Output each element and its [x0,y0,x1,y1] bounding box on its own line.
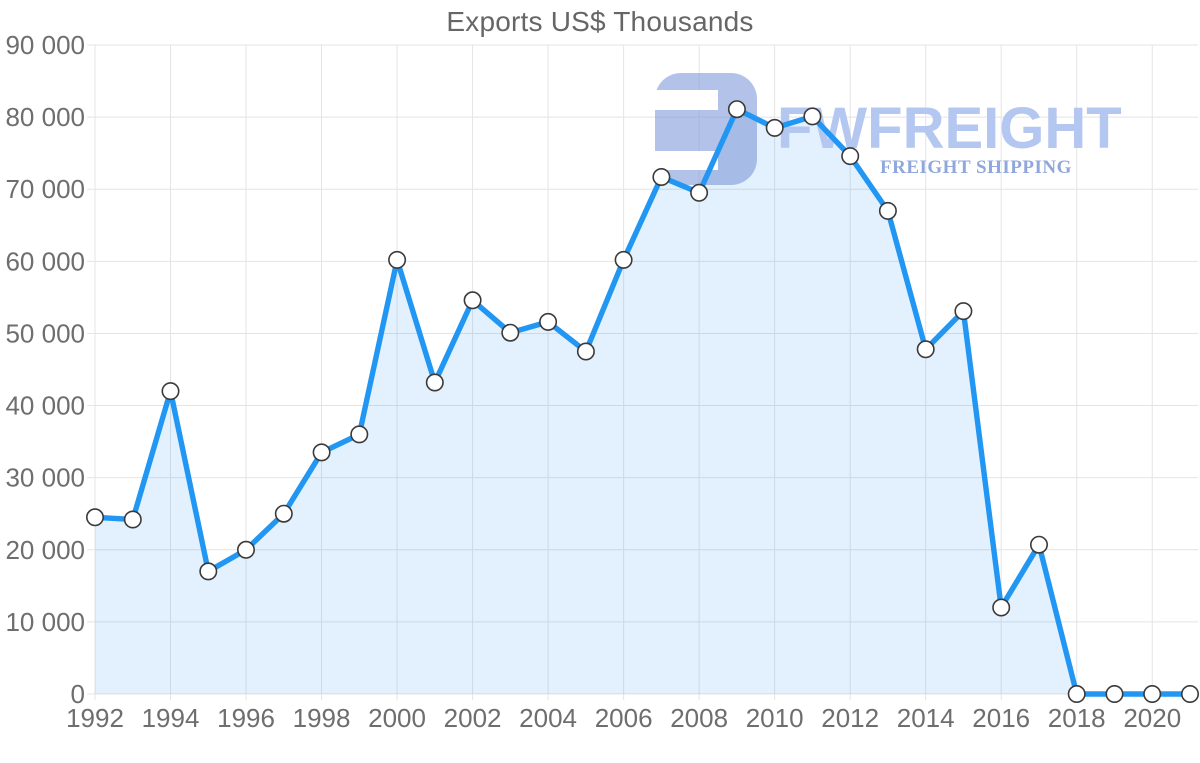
y-axis-label: 20 000 [5,535,85,565]
y-axis-label: 60 000 [5,246,85,276]
y-axis-label: 50 000 [5,318,85,348]
x-axis-label: 2012 [821,703,879,733]
y-axis-label: 30 000 [5,463,85,493]
y-axis-label: 80 000 [5,102,85,132]
x-axis-label: 1992 [66,703,124,733]
x-axis-label: 2008 [670,703,728,733]
x-axis-label: 2004 [519,703,577,733]
x-axis-label: 1994 [142,703,200,733]
x-axis-label: 2006 [595,703,653,733]
y-axis-label: 10 000 [5,607,85,637]
x-axis-label: 2010 [746,703,804,733]
series-area-fill [95,109,1190,694]
y-axis-label: 40 000 [5,391,85,421]
x-axis-label: 2018 [1048,703,1106,733]
x-axis-label: 2020 [1123,703,1181,733]
x-axis-label: 2002 [444,703,502,733]
chart-title: Exports US$ Thousands [446,6,754,37]
x-axis-label: 2014 [897,703,955,733]
x-axis-label: 1996 [217,703,275,733]
y-axis-label: 0 [71,679,85,709]
y-axis-label: 90 000 [5,30,85,60]
y-axis-label: 70 000 [5,174,85,204]
x-axis-label: 2000 [368,703,426,733]
x-axis-label: 2016 [972,703,1030,733]
x-axis-label: 1998 [293,703,351,733]
